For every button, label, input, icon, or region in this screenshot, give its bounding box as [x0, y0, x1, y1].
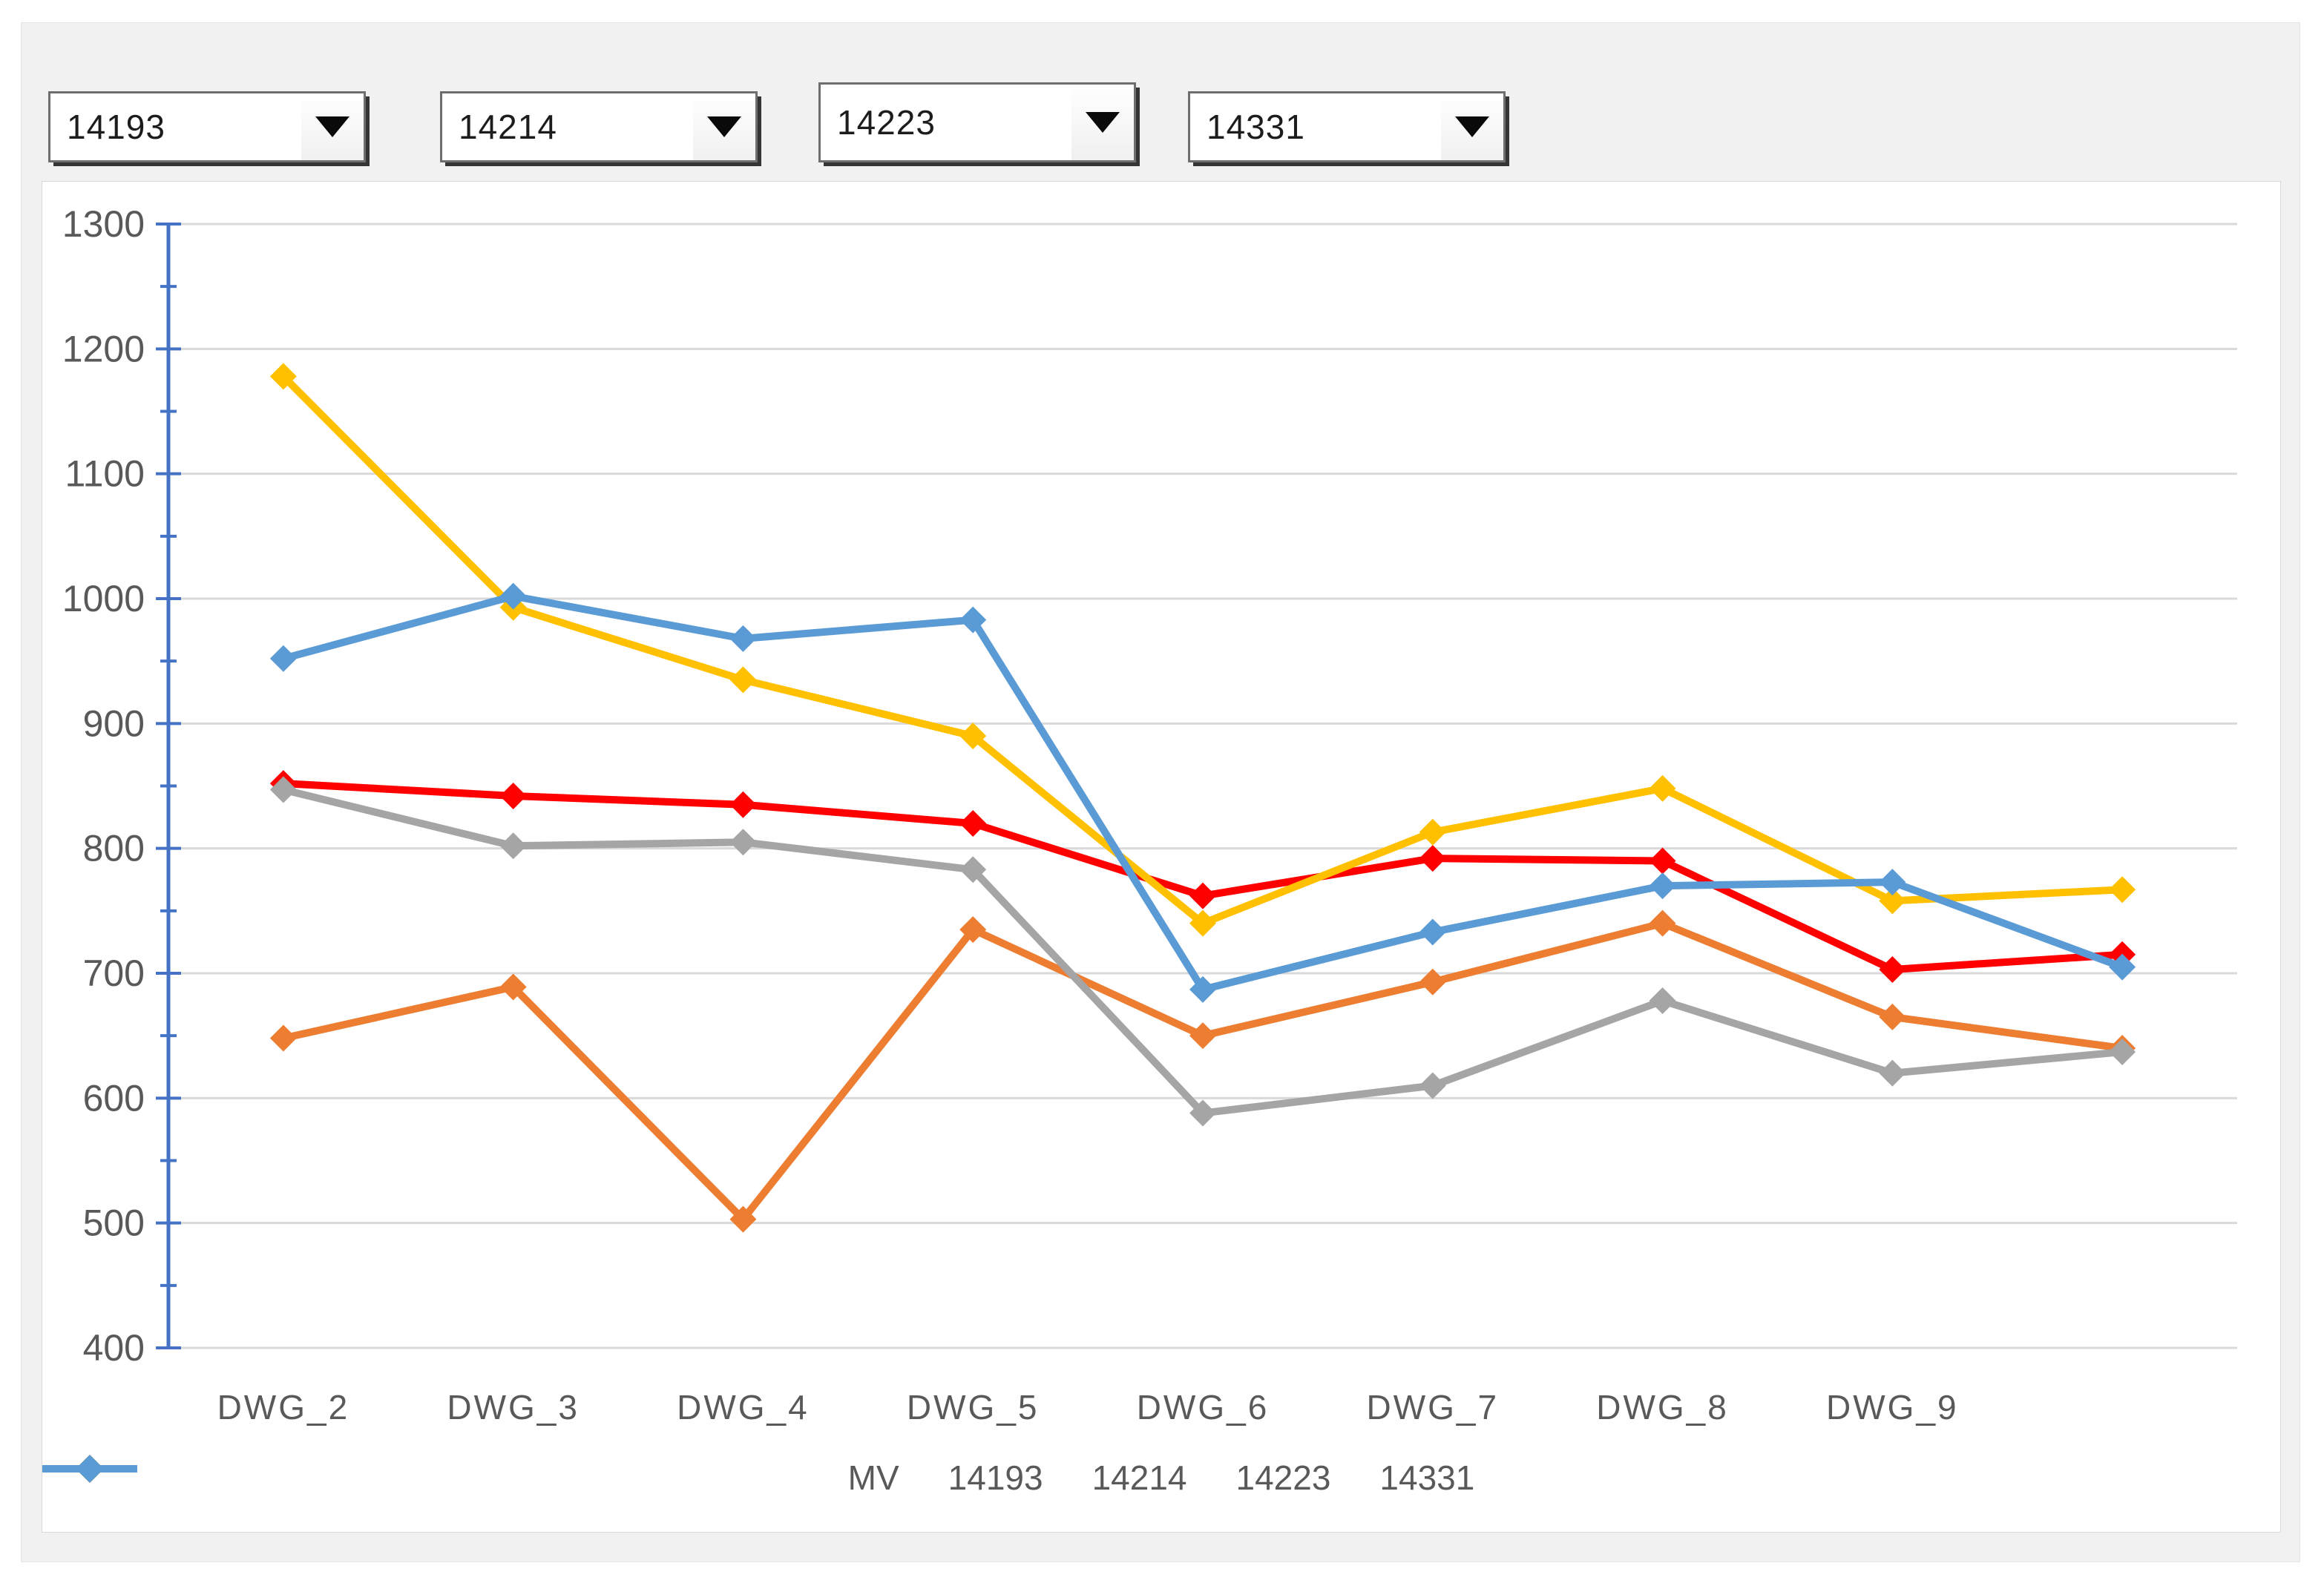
data-point-marker [269, 1024, 297, 1052]
data-point-marker [499, 832, 527, 860]
dropdown-arrow-button[interactable] [1071, 85, 1134, 160]
data-point-marker [1189, 1022, 1216, 1050]
data-point-marker [1879, 887, 1906, 915]
legend-label: 14331 [1379, 1458, 1475, 1497]
data-point-marker [499, 582, 527, 610]
data-point-marker [1649, 774, 1676, 802]
data-point-marker [1879, 1003, 1906, 1030]
data-point-marker [1189, 975, 1216, 1003]
data-point-marker [499, 782, 527, 809]
legend-item-14214: 14214 [42, 1455, 1187, 1498]
legend-label: MV [847, 1458, 899, 1497]
y-axis-tick-label: 600 [83, 1077, 145, 1119]
x-axis-tick-label: DWG_8 [1596, 1388, 1729, 1427]
data-point-marker [2109, 1039, 2136, 1066]
series-dropdown-3[interactable]: 14223 [818, 82, 1136, 162]
data-point-marker [729, 791, 757, 818]
data-point-marker [1419, 845, 1446, 872]
legend-label: 14193 [948, 1458, 1043, 1497]
data-point-marker [1649, 987, 1676, 1015]
data-point-marker [1189, 882, 1216, 909]
dropdown-arrow-button[interactable] [301, 93, 364, 160]
series-dropdown-1[interactable]: 14193 [48, 91, 366, 162]
x-axis-tick-label: DWG_5 [907, 1388, 1040, 1427]
data-point-marker [1419, 968, 1446, 996]
x-axis-tick-label: DWG_7 [1366, 1388, 1499, 1427]
series-dropdown-3-value: 14223 [837, 103, 936, 142]
x-axis-tick-label: DWG_3 [447, 1388, 580, 1427]
data-point-marker [1879, 955, 1906, 983]
legend-item-14331: 14331 [42, 1455, 1475, 1498]
legend-item-14223: 14223 [42, 1455, 1331, 1498]
data-point-marker [959, 723, 987, 750]
series-dropdown-1-value: 14193 [67, 108, 165, 146]
dropdown-arrow-button[interactable] [1441, 93, 1503, 160]
data-point-marker [269, 363, 297, 390]
y-axis-tick-label: 700 [83, 952, 145, 994]
data-point-marker [269, 776, 297, 803]
data-point-marker [729, 625, 757, 652]
app-panel: 14193 14214 14223 14331 400 500 600 700 800 9… [21, 22, 2300, 1562]
data-point-marker [269, 645, 297, 672]
data-point-marker [1419, 918, 1446, 946]
series-dropdown-4-value: 14331 [1207, 108, 1305, 146]
data-point-marker [729, 1205, 757, 1233]
data-point-marker [1649, 847, 1676, 875]
x-axis-tick-label: DWG_2 [217, 1388, 350, 1427]
data-point-marker [1419, 1072, 1446, 1099]
data-point-marker [1649, 909, 1676, 937]
x-axis-tick-label: DWG_4 [677, 1388, 810, 1427]
series-dropdown-4[interactable]: 14331 [1188, 91, 1506, 162]
data-point-marker [499, 973, 527, 1001]
y-axis-tick-label: 1200 [62, 328, 145, 369]
series-line-14223 [280, 373, 2123, 927]
y-axis-tick-label: 800 [83, 828, 145, 869]
data-point-marker [959, 916, 987, 944]
data-point-marker [1189, 909, 1216, 937]
data-point-marker [1879, 869, 1906, 896]
x-axis-tick-label: DWG_9 [1826, 1388, 1959, 1427]
legend-item-14193: 14193 [42, 1455, 1043, 1498]
data-point-marker [1189, 1099, 1216, 1127]
legend-label: 14214 [1092, 1458, 1187, 1497]
series-dropdown-2-value: 14214 [459, 108, 557, 146]
series-dropdown-2[interactable]: 14214 [440, 91, 758, 162]
series-line-14193 [282, 919, 2123, 1223]
data-point-marker [959, 606, 987, 634]
legend-marker-icon [42, 1455, 137, 1483]
y-axis-tick-label: 1000 [62, 578, 145, 619]
x-axis-tick-label: DWG_6 [1137, 1388, 1270, 1427]
chevron-down-icon [1455, 116, 1489, 137]
chevron-down-icon [315, 116, 349, 137]
y-axis-tick-label: 400 [83, 1327, 145, 1369]
y-axis-tick-label: 900 [83, 702, 145, 744]
data-point-marker [729, 829, 757, 856]
data-point-marker [729, 666, 757, 694]
y-axis-tick-label: 500 [83, 1202, 145, 1244]
data-point-marker [1879, 1059, 1906, 1087]
y-axis-tick-label: 1300 [62, 203, 145, 245]
y-axis-tick-label: 1100 [65, 453, 145, 495]
dropdown-arrow-button[interactable] [693, 93, 755, 160]
line-chart: 400 500 600 700 800 900 1000 1100 1200 1300 DWG_2 D… [62, 203, 2237, 1427]
data-point-marker [1649, 872, 1676, 900]
chart-legend: MV 14193 14214 14223 14331 [42, 1452, 2280, 1504]
data-point-marker [959, 810, 987, 837]
legend-label: 14223 [1235, 1458, 1331, 1497]
legend-item-MV: MV [42, 1455, 899, 1498]
data-point-marker [2109, 953, 2136, 981]
chart-card: 400 500 600 700 800 900 1000 1100 1200 1300 DWG_2 D… [42, 181, 2281, 1533]
chevron-down-icon [707, 116, 741, 137]
data-point-marker [2109, 876, 2136, 904]
data-point-marker [959, 856, 987, 884]
chevron-down-icon [1086, 112, 1120, 133]
data-point-marker [1419, 818, 1446, 846]
